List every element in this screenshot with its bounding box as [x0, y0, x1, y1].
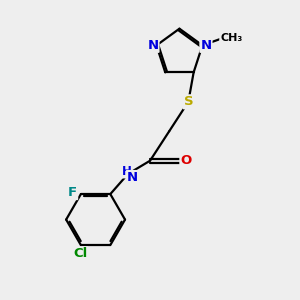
Text: N: N: [147, 39, 158, 52]
Text: Cl: Cl: [73, 248, 87, 260]
Text: O: O: [180, 154, 192, 167]
Text: N: N: [200, 39, 211, 52]
Text: H: H: [122, 164, 131, 178]
Text: N: N: [127, 171, 138, 184]
Text: CH₃: CH₃: [220, 33, 242, 43]
Text: S: S: [184, 95, 193, 108]
Text: F: F: [68, 186, 77, 199]
